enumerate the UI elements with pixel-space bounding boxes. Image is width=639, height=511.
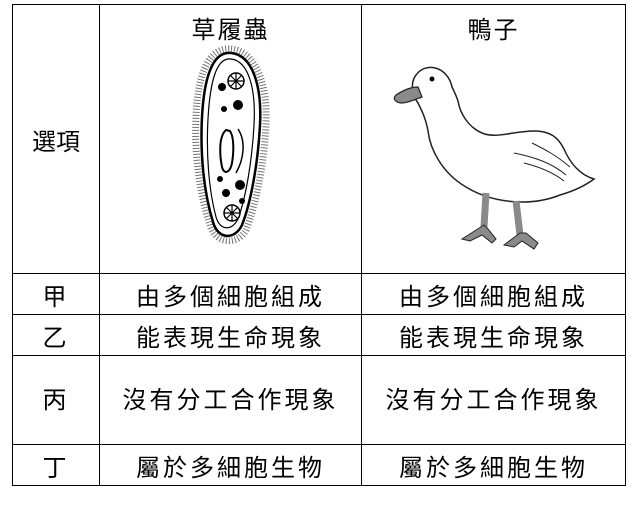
row-label: 丙 <box>12 355 100 445</box>
paramecium-title: 草履蟲 <box>191 16 270 44</box>
header-paramecium: 草履蟲 <box>99 4 362 274</box>
duck-icon <box>393 66 596 250</box>
cell-duck: 沒有分工合作現象 <box>361 355 626 445</box>
cell-duck: 由多個細胞組成 <box>361 273 626 315</box>
cell-paramecium: 屬於多細胞生物 <box>99 444 362 486</box>
row-label: 丁 <box>12 444 100 486</box>
cell-duck: 屬於多細胞生物 <box>361 444 626 486</box>
cell-paramecium: 由多個細胞組成 <box>99 273 362 315</box>
row-label: 乙 <box>12 314 100 356</box>
cell-text: 沒有分工合作現象 <box>385 386 602 414</box>
header-row-label: 選項 <box>12 4 100 274</box>
table-row: 乙 能表現生命現象 能表現生命現象 <box>12 314 626 356</box>
cell-paramecium: 沒有分工合作現象 <box>99 355 362 445</box>
cell-duck: 能表現生命現象 <box>361 314 626 356</box>
cell-text: 沒有分工合作現象 <box>122 386 339 414</box>
options-table: 選項 草履蟲 <box>12 4 626 486</box>
paramecium-icon <box>191 45 270 245</box>
row-label: 甲 <box>12 273 100 315</box>
table-row: 丙 沒有分工合作現象 沒有分工合作現象 <box>12 355 626 445</box>
duck-title: 鴨子 <box>467 16 520 44</box>
table-row: 丁 屬於多細胞生物 屬於多細胞生物 <box>12 444 626 486</box>
cell-paramecium: 能表現生命現象 <box>99 314 362 356</box>
table-row: 甲 由多個細胞組成 由多個細胞組成 <box>12 273 626 315</box>
header-row: 選項 草履蟲 <box>12 4 626 274</box>
header-duck: 鴨子 <box>361 4 626 274</box>
